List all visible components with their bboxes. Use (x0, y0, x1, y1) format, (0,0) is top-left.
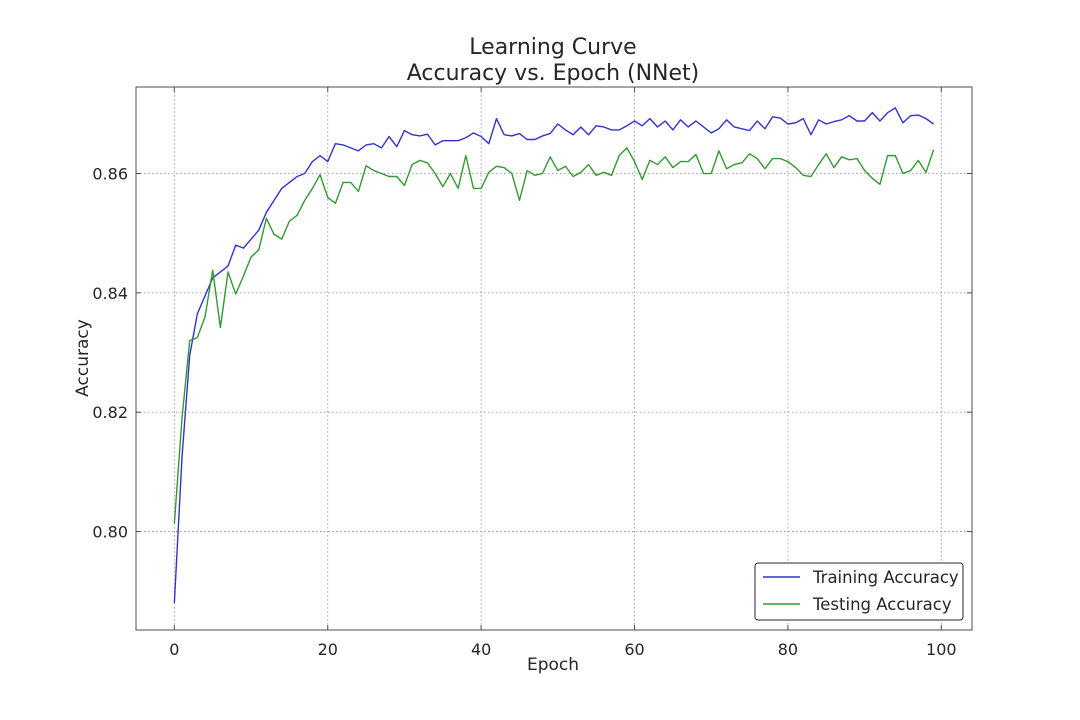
y-tick-label: 0.82 (92, 403, 128, 422)
x-tick-label: 0 (169, 640, 179, 659)
y-tick-label: 0.84 (92, 284, 128, 303)
series-line-training-accuracy (173, 107, 935, 604)
y-tick-label: 0.86 (92, 165, 128, 184)
x-tick-label: 80 (778, 640, 798, 659)
y-axis-label: Accuracy (73, 319, 93, 397)
grid-lines (136, 87, 972, 630)
legend-label-testing: Testing Accuracy (812, 595, 952, 614)
legend-label-training: Training Accuracy (812, 568, 959, 587)
x-axis-label: Epoch (527, 655, 579, 675)
x-tick-label: 40 (471, 640, 491, 659)
series-lines (173, 107, 935, 604)
legend-box (754, 562, 964, 621)
plot-frame (135, 86, 973, 631)
y-tick-label: 0.80 (92, 523, 128, 542)
legend: Training Accuracy Testing Accuracy (754, 562, 964, 621)
x-tick-label: 100 (926, 640, 957, 659)
chart-subtitle: Accuracy vs. Epoch (NNet) (407, 61, 700, 86)
x-tick-label: 60 (624, 640, 644, 659)
axis-ticks: 0 20 40 60 80 100 0.80 0.82 0.84 0.86 (92, 87, 972, 659)
x-tick-label: 20 (318, 640, 338, 659)
series-line-testing-accuracy (173, 147, 935, 524)
chart-title: Learning Curve (469, 35, 636, 60)
